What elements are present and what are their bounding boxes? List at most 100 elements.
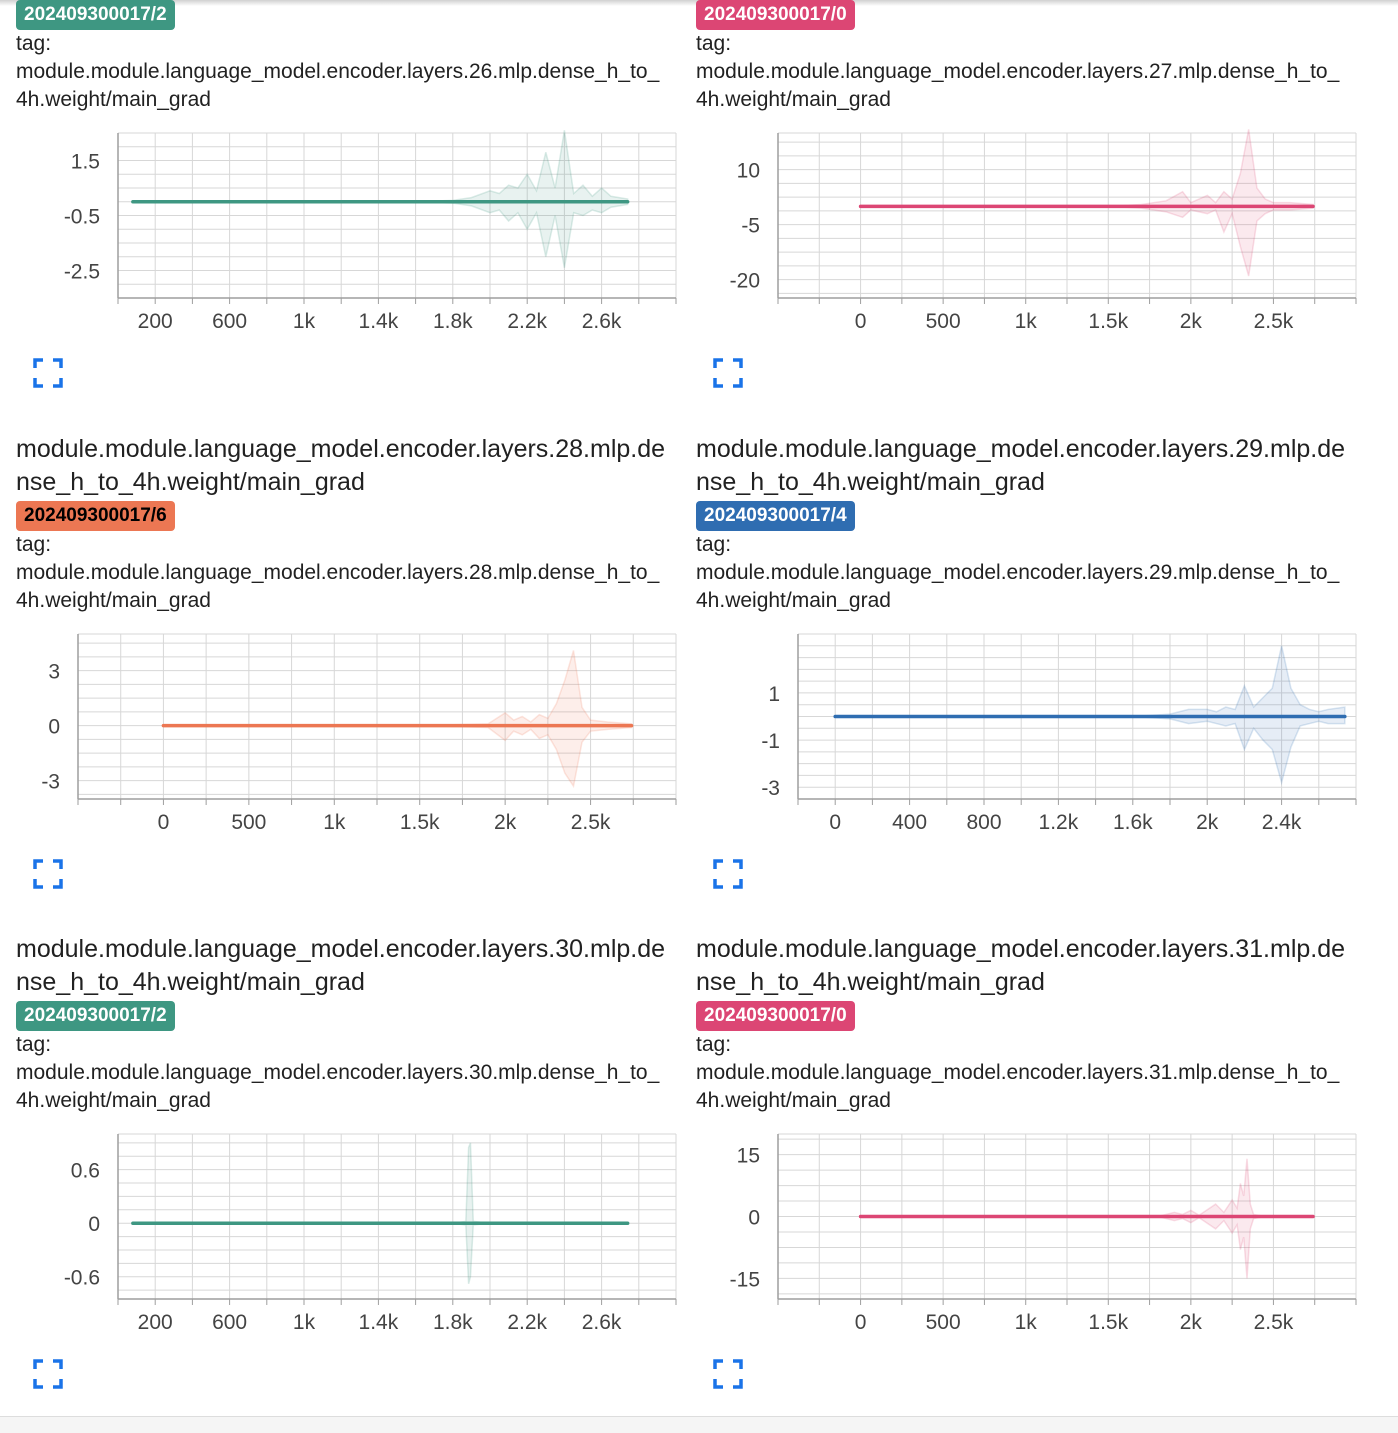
x-tick-label: 1k [293,1311,316,1334]
x-tick-label: 0 [829,811,841,834]
x-tick-label: 600 [212,1311,247,1334]
chart-plot[interactable]: 200 600 1k 1.4k 1.8k 2.2k 2.6k 0.6 0 -0.6 [0,1126,680,1356]
fullscreen-icon[interactable] [713,358,743,388]
fullscreen-icon[interactable] [33,1359,63,1389]
x-tick-label: 1k [1015,1311,1038,1334]
run-badge: 202409300017/2 [16,0,175,30]
run-badge: 202409300017/2 [16,1001,175,1031]
tag-value: module.module.language_model.encoder.lay… [16,1061,660,1112]
x-tick-label: 2.6k [582,1311,622,1334]
x-tick-label: 1k [1015,310,1038,333]
run-badge: 202409300017/4 [696,501,855,531]
tag-label: tag: [16,32,52,55]
run-badge: 202409300017/0 [696,1001,855,1031]
fullscreen-icon[interactable] [33,859,63,889]
run-badge: 202409300017/0 [696,0,855,30]
series-band [860,129,1314,277]
y-tick-label: -15 [730,1268,760,1291]
tag-value: module.module.language_model.encoder.lay… [16,60,660,111]
fullscreen-icon-path [33,859,63,889]
y-tick-label: -3 [41,771,60,794]
fullscreen-icon-path [33,358,63,388]
y-tick-label: -20 [730,270,760,293]
fullscreen-icon-path [713,859,743,889]
x-tick-label: 1.4k [359,310,399,333]
chart-plot[interactable]: 0 400 800 1.2k 1.6k 2k 2.4k 1 -1 -3 [680,626,1360,856]
x-tick-label: 200 [138,310,173,333]
x-tick-label: 0 [855,1311,867,1334]
y-tick-label: -1 [761,730,780,753]
x-tick-label: 1k [323,811,346,834]
x-tick-label: 500 [231,811,266,834]
chart-card: module.module.language_model.encoder.lay… [680,933,1360,1389]
chart-plot[interactable]: 0 500 1k 1.5k 2k 2.5k 3 0 -3 [0,626,680,856]
tag-label: tag: [16,1033,52,1056]
series-band [132,1142,628,1285]
y-tick-label: 0 [748,1207,760,1230]
y-tick-label: 15 [737,1145,760,1168]
card-title: module.module.language_model.encoder.lay… [696,935,1346,996]
x-tick-label: 0 [855,310,867,333]
series-band [132,130,629,268]
y-tick-label: 10 [737,160,760,183]
series-band [835,645,1346,786]
chart-plot[interactable]: 200 600 1k 1.4k 1.8k 2.2k 2.6k 1.5 -0.5 -2.5 [0,125,680,355]
x-tick-label: 2k [1180,1311,1203,1334]
y-tick-label: -2.5 [64,261,100,284]
card-title: module.module.language_model.encoder.lay… [16,435,666,496]
chart-card: module.module.language_model.encoder.lay… [0,433,680,889]
y-tick-label: 0.6 [71,1160,100,1183]
x-tick-label: 2.5k [1254,1311,1294,1334]
x-tick-label: 2.5k [571,811,611,834]
y-tick-label: -3 [761,777,780,800]
tag-label: tag: [696,533,732,556]
chart-plot[interactable]: 0 500 1k 1.5k 2k 2.5k 15 0 -15 [680,1126,1360,1356]
x-tick-label: 2.4k [1262,811,1302,834]
y-tick-label: 0 [88,1213,100,1236]
x-tick-label: 1.5k [400,811,440,834]
x-tick-label: 800 [966,811,1001,834]
card-title: module.module.language_model.encoder.lay… [16,935,666,996]
x-tick-label: 2k [1196,811,1219,834]
fullscreen-icon-path [713,358,743,388]
tag-label: tag: [696,1033,732,1056]
x-tick-label: 200 [138,1311,173,1334]
y-tick-label: 0 [48,716,60,739]
y-tick-label: 3 [48,661,60,684]
x-tick-label: 2k [1180,310,1203,333]
x-tick-label: 1.4k [359,1311,399,1334]
fullscreen-icon[interactable] [713,859,743,889]
x-tick-label: 500 [926,310,961,333]
run-badge: 202409300017/6 [16,501,175,531]
x-tick-label: 1.8k [433,1311,473,1334]
chart-card: module.module.language_model.encoder.lay… [0,933,680,1389]
tag-value: module.module.language_model.encoder.lay… [696,561,1340,612]
y-tick-label: 1 [768,683,780,706]
fullscreen-icon[interactable] [33,358,63,388]
tag-value: module.module.language_model.encoder.lay… [696,1061,1340,1112]
fullscreen-icon-path [33,1359,63,1389]
x-tick-label: 0 [158,811,170,834]
tag-value: module.module.language_model.encoder.lay… [16,561,660,612]
x-tick-label: 2.5k [1254,310,1294,333]
chart-card: 202409300017/2 tag: module.module.language… [0,0,680,428]
tag-value: module.module.language_model.encoder.lay… [696,60,1340,111]
x-tick-label: 2.2k [507,1311,547,1334]
x-tick-label: 2.6k [582,310,622,333]
chart-card: 202409300017/0 tag: module.module.language… [680,0,1360,428]
x-tick-label: 2.2k [507,310,547,333]
y-tick-label: -5 [741,215,760,238]
x-tick-label: 2k [494,811,517,834]
fullscreen-icon-path [713,1359,743,1389]
card-title: module.module.language_model.encoder.lay… [696,435,1346,496]
x-tick-label: 500 [926,1311,961,1334]
fullscreen-icon[interactable] [713,1359,743,1389]
chart-card: module.module.language_model.encoder.lay… [680,433,1360,889]
series-band [860,1158,1314,1279]
x-tick-label: 1.2k [1039,811,1079,834]
x-tick-label: 1.5k [1088,1311,1128,1334]
bottom-bar [0,1416,1398,1433]
chart-plot[interactable]: 0 500 1k 1.5k 2k 2.5k 10 -5 -20 [680,125,1360,355]
x-tick-label: 1.6k [1113,811,1153,834]
tag-label: tag: [696,32,732,55]
